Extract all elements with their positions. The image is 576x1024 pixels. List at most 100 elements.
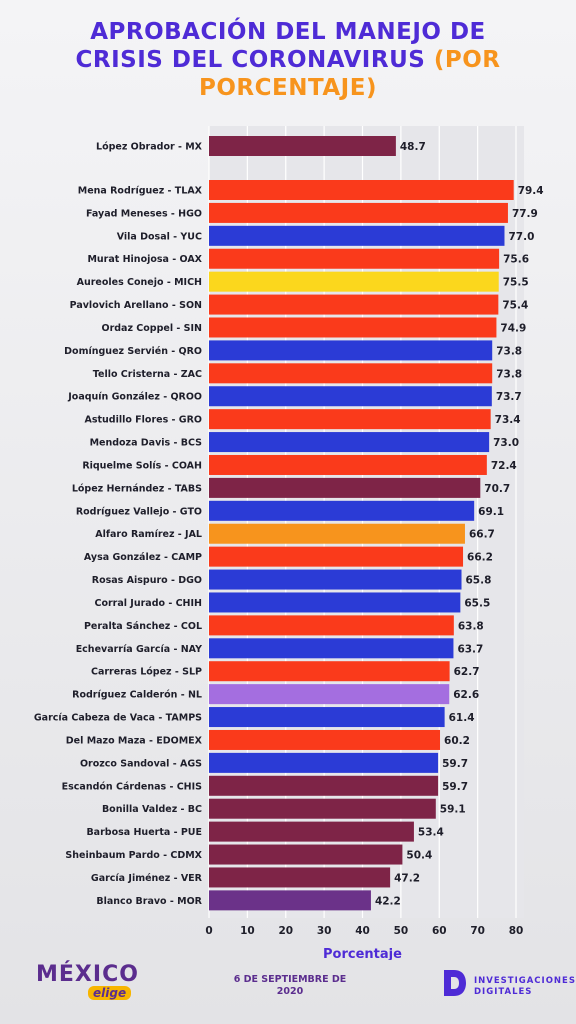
bar-label: Aureoles Conejo - MICH [77, 277, 202, 288]
bar [209, 317, 497, 338]
bar [209, 821, 414, 842]
bar [209, 546, 464, 567]
data-label: 59.1 [440, 804, 466, 816]
data-label: 72.4 [491, 460, 517, 472]
bar-label: Bonilla Valdez - BC [102, 804, 202, 815]
bar-label: López Hernández - TABS [72, 483, 202, 494]
bar-label: Carreras López - SLP [91, 667, 202, 678]
title-line-2: CRISIS DEL CORONAVIRUS (POR [0, 46, 576, 74]
bar [209, 248, 500, 269]
bar [209, 707, 445, 728]
tick-label: 60 [432, 925, 447, 937]
data-label: 75.4 [502, 300, 528, 312]
tick-label: 20 [278, 925, 293, 937]
bar [209, 752, 439, 773]
bar-label: Astudillo Flores - GRO [84, 415, 202, 426]
data-label: 79.4 [518, 185, 544, 197]
bar [209, 225, 505, 246]
bar-label: Fayad Meneses - HGO [86, 208, 202, 219]
chart-title: APROBACIÓN DEL MANEJO DE CRISIS DEL CORO… [0, 18, 576, 102]
bar-label: López Obrador - MX [96, 142, 203, 153]
mexico-elige-logo: MÉXICO elige [36, 962, 139, 1000]
data-label: 63.7 [457, 643, 483, 655]
data-label: 65.5 [464, 597, 490, 609]
data-label: 53.4 [418, 827, 444, 839]
data-label: 73.8 [496, 345, 522, 357]
title-line-2-main: CRISIS DEL CORONAVIRUS [75, 47, 434, 73]
data-label: 77.0 [508, 231, 534, 243]
bar [209, 844, 403, 865]
bar [209, 798, 436, 819]
logo-sub-text: elige [88, 986, 132, 1000]
data-label: 73.7 [496, 391, 522, 403]
bar [209, 661, 450, 682]
data-label: 66.7 [469, 529, 495, 541]
tick-label: 70 [470, 925, 485, 937]
bar-label: Pavlovich Arellano - SON [70, 300, 202, 311]
tick-label: 30 [317, 925, 332, 937]
data-label: 48.7 [400, 141, 426, 153]
data-label: 62.7 [454, 666, 480, 678]
bar-label: Orozco Sandoval - AGS [80, 758, 202, 769]
bar-label: Peralta Sánchez - COL [84, 621, 202, 632]
tick-label: 40 [355, 925, 370, 937]
bar-label: Rodríguez Calderón - NL [72, 690, 202, 701]
bar-label: Del Mazo Maza - EDOMEX [66, 735, 203, 746]
date-line-2: 2020 [276, 986, 304, 997]
bar [209, 477, 481, 498]
bar [209, 340, 493, 361]
bar [209, 592, 461, 613]
bar-label: Rodríguez Vallejo - GTO [76, 506, 202, 517]
bar [209, 202, 508, 223]
data-label: 74.9 [500, 322, 526, 334]
bar-label: García Cabeza de Vaca - TAMPS [34, 713, 202, 724]
bar-label: Riquelme Solís - COAH [82, 460, 202, 471]
brand-line-1: INVESTIGACIONES [474, 976, 576, 986]
data-label: 75.6 [503, 254, 529, 266]
bar-chart: López Obrador - MX 48.7 Mena Rodríguez - T… [34, 126, 544, 960]
bar [209, 432, 490, 453]
data-label: 61.4 [449, 712, 475, 724]
date-line-1: 6 DE SEPTIEMBRE DE [233, 974, 347, 985]
bar [209, 409, 491, 430]
bar-label: Mena Rodríguez - TLAX [78, 186, 203, 197]
bar [209, 363, 493, 384]
data-label: 73.8 [496, 368, 522, 380]
logo-main-text: MÉXICO [36, 962, 139, 987]
bar [209, 386, 492, 407]
data-label: 60.2 [444, 735, 470, 747]
tick-label: 10 [240, 925, 255, 937]
data-label: 73.4 [495, 414, 521, 426]
data-label: 42.2 [375, 895, 401, 907]
bar [209, 500, 475, 521]
data-label: 65.8 [466, 575, 492, 587]
bar [209, 867, 391, 888]
bar [209, 523, 465, 544]
tick-label: 80 [509, 925, 524, 937]
bar-label: Escandón Cárdenas - CHIS [62, 781, 203, 792]
data-label: 66.2 [467, 552, 493, 564]
bar-label: Ordaz Coppel - SIN [102, 323, 203, 334]
bar-label: Rosas Aispuro - DGO [92, 575, 202, 586]
data-label: 73.0 [493, 437, 519, 449]
bar [209, 136, 396, 156]
bar [209, 775, 439, 796]
bar [209, 454, 487, 475]
bar-label: Echevarría García - NAY [76, 644, 202, 655]
bar [209, 638, 454, 659]
bar [209, 890, 371, 911]
bar-label: Barbosa Huerta - PUE [86, 827, 202, 838]
data-label: 63.8 [458, 620, 484, 632]
data-label: 69.1 [478, 506, 504, 518]
bar-label: García Jiménez - VER [91, 873, 203, 884]
bar [209, 271, 499, 292]
bar-label: Alfaro Ramírez - JAL [95, 529, 202, 540]
data-label: 59.7 [442, 758, 468, 770]
bar [209, 569, 462, 590]
bar-label: Mendoza Davis - BCS [90, 438, 203, 449]
investigaciones-digitales-logo: INVESTIGACIONES DIGITALES [442, 968, 575, 1008]
title-line-2-accent: (POR [433, 47, 501, 73]
data-label: 75.5 [503, 277, 529, 289]
bar [209, 294, 499, 315]
data-label: 77.9 [512, 208, 538, 220]
